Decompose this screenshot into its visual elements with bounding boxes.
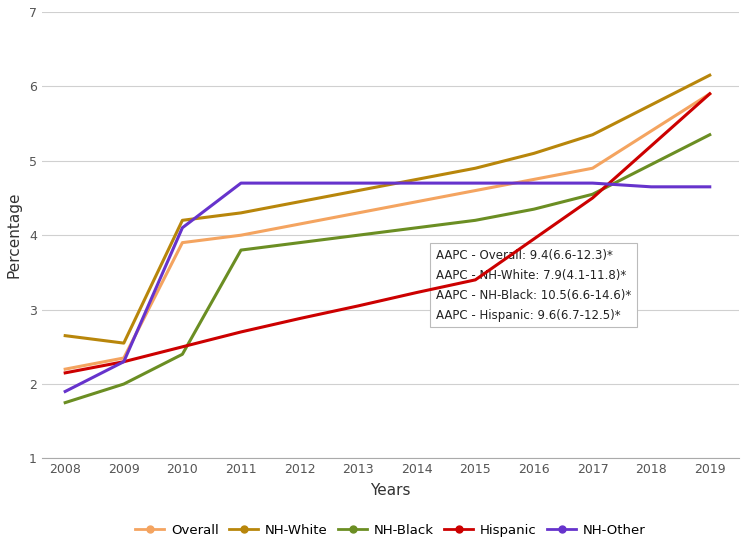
Legend: Overall, NH-White, NH-Black, Hispanic, NH-Other: Overall, NH-White, NH-Black, Hispanic, N… bbox=[130, 519, 651, 542]
Text: AAPC - Overall: 9.4(6.6-12.3)*
AAPC - NH-White: 7.9(4.1-11.8)*
AAPC - NH-Black: : AAPC - Overall: 9.4(6.6-12.3)* AAPC - NH… bbox=[436, 248, 631, 322]
Y-axis label: Percentage: Percentage bbox=[7, 192, 22, 278]
X-axis label: Years: Years bbox=[370, 483, 410, 498]
